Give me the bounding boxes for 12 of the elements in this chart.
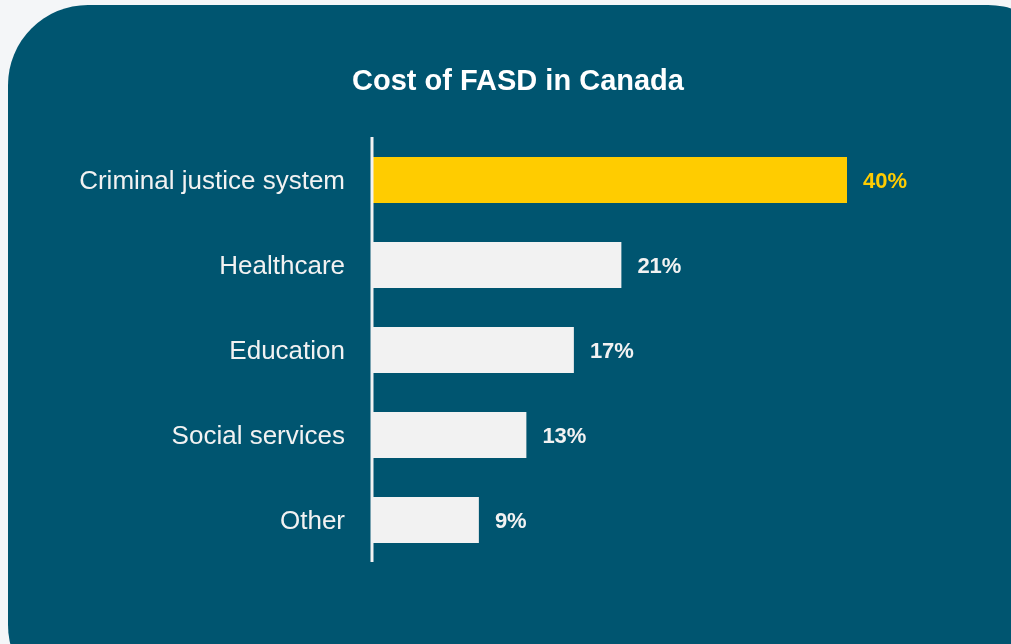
y-tick-label: Education	[229, 334, 345, 365]
chart-title: Cost of FASD in Canada	[351, 64, 685, 97]
data-label: 9%	[494, 507, 527, 533]
data-label: 17%	[589, 337, 634, 363]
y-tick-label: Healthcare	[219, 249, 345, 280]
data-label: 21%	[637, 252, 682, 278]
y-tick-label: Other	[279, 504, 346, 535]
bar	[372, 157, 847, 203]
y-tick-label: Social services	[171, 419, 345, 450]
y-tick-label: Criminal justice system	[79, 164, 345, 195]
data-label: 40%	[863, 167, 908, 193]
data-label: 13%	[542, 422, 587, 448]
